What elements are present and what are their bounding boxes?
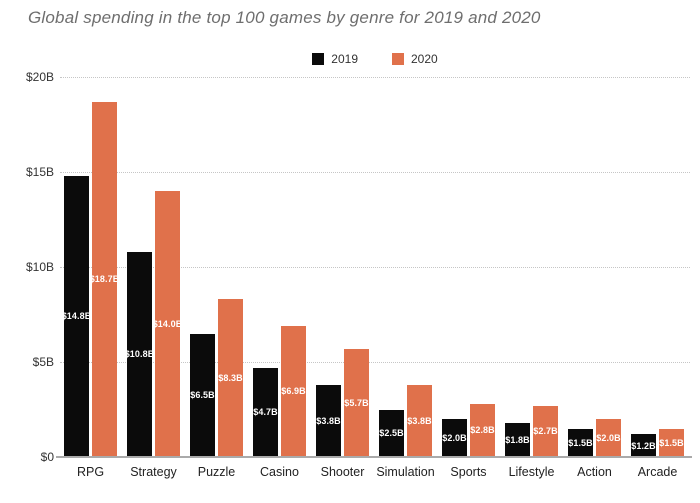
- bar-value-label: $2.0B: [442, 433, 467, 443]
- bar-value-label: $1.8B: [505, 434, 530, 445]
- bar-value-label: $1.5B: [659, 437, 684, 448]
- y-tick-label: $5B: [32, 355, 54, 369]
- bar-value-label: $2.5B: [379, 428, 404, 439]
- gridline-$5B: [60, 362, 690, 363]
- y-tick-label: $20B: [25, 70, 54, 84]
- category-label-Action: Action: [577, 465, 612, 479]
- y-tick-label: $0: [40, 450, 54, 464]
- bar-2020-RPG: $18.7B: [89, 101, 120, 457]
- bar-2020-Lifestyle: $2.7B: [533, 405, 558, 457]
- gridline-$20B: [60, 77, 690, 78]
- bar-value-label: $14.0B: [152, 319, 183, 329]
- bar-2019-Sports: $2.0B: [442, 419, 467, 457]
- bar-value-label: $3.8B: [316, 415, 341, 426]
- bar-2019-Arcade: $1.2B: [631, 434, 656, 457]
- bar-value-label: $6.5B: [190, 390, 215, 401]
- bar-2020-Shooter: $5.7B: [344, 348, 369, 457]
- bar-value-label: $2.0B: [596, 433, 621, 443]
- bar-2020-Sports: $2.8B: [470, 403, 495, 457]
- bar-value-label: $3.8B: [407, 415, 432, 426]
- category-label-Lifestyle: Lifestyle: [508, 465, 555, 479]
- bar-2019-Simulation: $2.5B: [379, 409, 404, 457]
- bar-2019-Shooter: $3.8B: [316, 384, 341, 457]
- plot-area: $0 $5B $10B $15B $20B $14.8B $18.7B RPG $10.8B $1…: [26, 70, 692, 479]
- bar-value-label: $1.2B: [631, 440, 656, 451]
- bar-2019-Action: $1.5B: [568, 428, 593, 457]
- x-axis-baseline: [56, 456, 692, 458]
- y-tick-label: $15B: [25, 165, 54, 179]
- bar-2020-Strategy: $14.0B: [152, 191, 183, 457]
- gridline-$15B: [60, 172, 690, 173]
- category-label-Arcade: Arcade: [637, 465, 678, 479]
- bar-value-label: $6.9B: [281, 386, 306, 397]
- bar-value-label: $4.7B: [253, 407, 278, 418]
- bar-2019-Strategy: $10.8B: [124, 251, 155, 457]
- legend-label: 2020: [411, 52, 438, 66]
- legend-swatch-2019: [312, 53, 325, 65]
- y-tick-label: $10B: [25, 260, 54, 274]
- category-label-Puzzle: Puzzle: [197, 465, 236, 479]
- bar-value-label: $2.8B: [470, 425, 495, 436]
- category-label-Simulation: Simulation: [376, 465, 435, 479]
- bar-2019-Lifestyle: $1.8B: [505, 422, 530, 457]
- category-label-Casino: Casino: [260, 465, 299, 479]
- bar-2020-Casino: $6.9B: [281, 325, 306, 457]
- bar-2020-Arcade: $1.5B: [659, 428, 684, 457]
- category-label-RPG: RPG: [76, 465, 105, 479]
- chart-title: Global spending in the top 100 games by …: [28, 8, 541, 27]
- legend-item-2020: 2020: [392, 52, 438, 66]
- legend-item-2019: 2019: [312, 52, 358, 66]
- legend-label: 2019: [331, 52, 358, 66]
- bar-value-label: $1.5B: [568, 437, 593, 448]
- category-label-Strategy: Strategy: [130, 465, 177, 479]
- bar-value-label: $18.7B: [89, 274, 120, 285]
- bar-2020-Simulation: $3.8B: [407, 384, 432, 457]
- bar-value-label: $14.8B: [61, 311, 92, 322]
- bar-2019-RPG: $14.8B: [61, 175, 92, 457]
- gridline-$10B: [60, 267, 690, 268]
- bar-2019-Puzzle: $6.5B: [190, 333, 215, 457]
- bar-value-label: $10.8B: [124, 349, 155, 360]
- category-label-Shooter: Shooter: [320, 465, 365, 479]
- bar-value-label: $5.7B: [344, 397, 369, 408]
- bar-2020-Puzzle: $8.3B: [218, 299, 243, 457]
- chart-legend: 2019 2020: [60, 52, 690, 66]
- bar-value-label: $8.3B: [218, 373, 243, 384]
- category-label-Sports: Sports: [450, 465, 487, 479]
- bar-2019-Casino: $4.7B: [253, 367, 278, 457]
- bar-value-label: $2.7B: [533, 426, 558, 437]
- bar-2020-Action: $2.0B: [596, 419, 621, 457]
- legend-swatch-2020: [392, 53, 404, 65]
